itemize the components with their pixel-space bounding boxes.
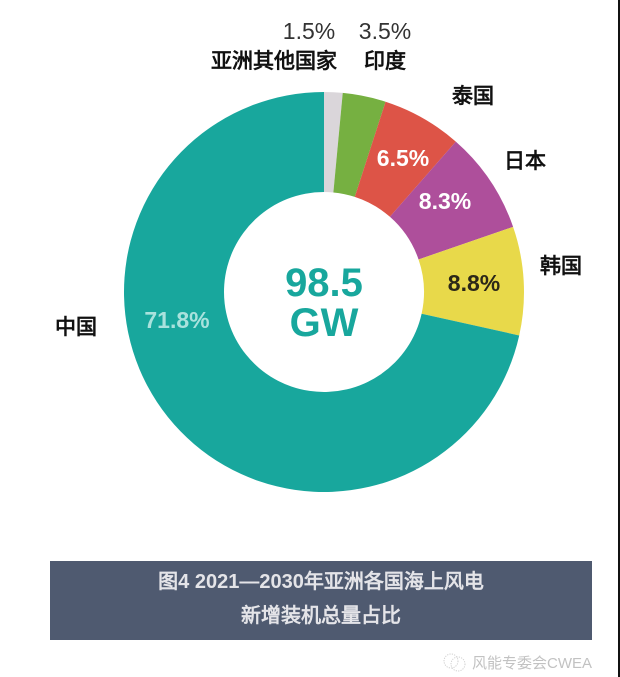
svg-text:日本: 日本 <box>504 150 546 173</box>
svg-text:韩国: 韩国 <box>540 254 582 278</box>
svg-text:亚洲其他国家: 亚洲其他国家 <box>211 49 338 73</box>
svg-text:6.5%: 6.5% <box>377 145 429 171</box>
svg-text:中国: 中国 <box>55 316 97 339</box>
svg-text:印度: 印度 <box>364 49 406 73</box>
svg-text:98.5: 98.5 <box>285 261 363 305</box>
svg-text:71.8%: 71.8% <box>144 307 209 333</box>
svg-text:8.3%: 8.3% <box>419 188 471 214</box>
svg-text:新增装机总量占比: 新增装机总量占比 <box>241 603 401 627</box>
svg-text:3.5%: 3.5% <box>359 18 411 44</box>
svg-text:GW: GW <box>290 301 359 345</box>
svg-text:风能专委会CWEA: 风能专委会CWEA <box>472 655 592 672</box>
svg-text:8.8%: 8.8% <box>448 270 500 296</box>
svg-text:1.5%: 1.5% <box>283 18 335 44</box>
svg-text:图4 2021—2030年亚洲各国海上风电: 图4 2021—2030年亚洲各国海上风电 <box>158 569 484 593</box>
svg-text:泰国: 泰国 <box>451 85 494 108</box>
